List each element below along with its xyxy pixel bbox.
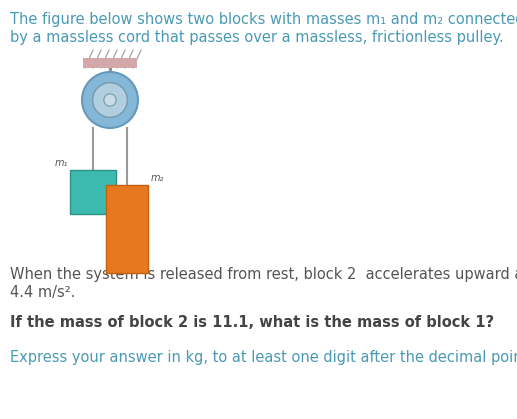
Circle shape: [82, 72, 138, 128]
Text: m₂: m₂: [151, 173, 164, 183]
Text: When the system is released from rest, block 2  accelerates upward at: When the system is released from rest, b…: [10, 267, 517, 282]
Text: by a massless cord that passes over a massless, frictionless pulley.: by a massless cord that passes over a ma…: [10, 30, 504, 45]
Text: The figure below shows two blocks with masses m₁ and m₂ connected: The figure below shows two blocks with m…: [10, 12, 517, 27]
Circle shape: [104, 94, 116, 106]
Text: If the mass of block 2 is 11.1, what is the mass of block 1?: If the mass of block 2 is 11.1, what is …: [10, 315, 494, 330]
Bar: [83, 58, 137, 68]
Circle shape: [93, 83, 127, 117]
Bar: [70, 170, 116, 214]
Text: m₁: m₁: [55, 158, 68, 168]
Bar: [106, 185, 148, 273]
Text: 4.4 m/s².: 4.4 m/s².: [10, 285, 75, 300]
Text: Express your answer in kg, to at least one digit after the decimal point.: Express your answer in kg, to at least o…: [10, 350, 517, 365]
